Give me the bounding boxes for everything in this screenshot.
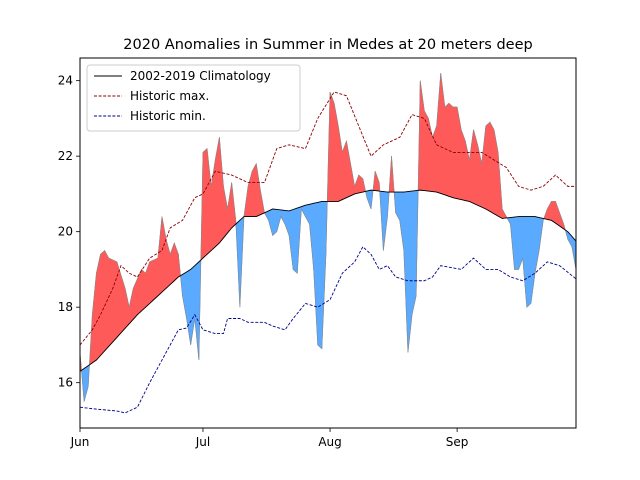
y-tick-label: 22 (58, 149, 73, 163)
cold-anomaly-fill (411, 190, 417, 315)
x-tick-label: Jun (70, 435, 90, 449)
warm-anomaly-fill (141, 268, 146, 312)
cold-anomaly-fill (292, 207, 298, 274)
warm-anomaly-fill (251, 163, 257, 217)
historic-min-line (80, 246, 576, 414)
y-tick-label: 16 (58, 376, 73, 390)
warm-anomaly-fill (452, 106, 458, 200)
warm-anomaly-fill (424, 110, 429, 192)
warm-anomaly-fill (551, 201, 556, 224)
legend-box (86, 64, 301, 132)
x-tick-label: Aug (318, 435, 341, 449)
warm-anomaly-fill (329, 91, 335, 202)
warm-anomaly-fill (100, 249, 105, 357)
plot-frame (79, 57, 577, 429)
y-tick-label: 18 (58, 300, 73, 314)
historic-min-line-legend-label: Historic min. (130, 109, 206, 123)
x-tick-label: Jul (195, 435, 210, 449)
historic-max-line (80, 91, 576, 346)
x-tick-label: Sep (446, 435, 469, 449)
cold-anomaly-fill (526, 216, 532, 308)
climatology-line (80, 189, 576, 372)
warm-anomaly-fill (460, 129, 466, 201)
warm-anomaly-fill (485, 121, 491, 212)
legend: 2002-2019 Climatology Historic max. Histor… (86, 64, 301, 132)
climatology-line-legend-label: 2002-2019 Climatology (130, 69, 271, 83)
warm-anomaly-fill (149, 259, 155, 305)
series-lines (80, 73, 576, 414)
warm-anomaly-fill (108, 257, 114, 348)
warm-anomaly-fill (112, 259, 118, 343)
warm-anomaly-fill (153, 257, 159, 301)
y-tick-label: 20 (58, 225, 73, 239)
cold-anomaly-fill (272, 208, 278, 237)
cold-anomaly-fill (514, 216, 519, 270)
y-axis: 16 18 20 22 24 (58, 74, 80, 390)
y-tick-label: 24 (58, 74, 73, 88)
observed-temperature-line (80, 73, 576, 402)
warm-anomaly-fill (202, 147, 208, 259)
x-axis: Jun Jul Aug Sep (70, 428, 469, 449)
cold-anomaly-fill (317, 201, 323, 350)
warm-anomaly-fill (489, 122, 495, 215)
chart-title: 2020 Anomalies in Summer in Medes at 20 … (123, 37, 532, 53)
historic-max-line-legend-label: Historic max. (130, 89, 209, 103)
